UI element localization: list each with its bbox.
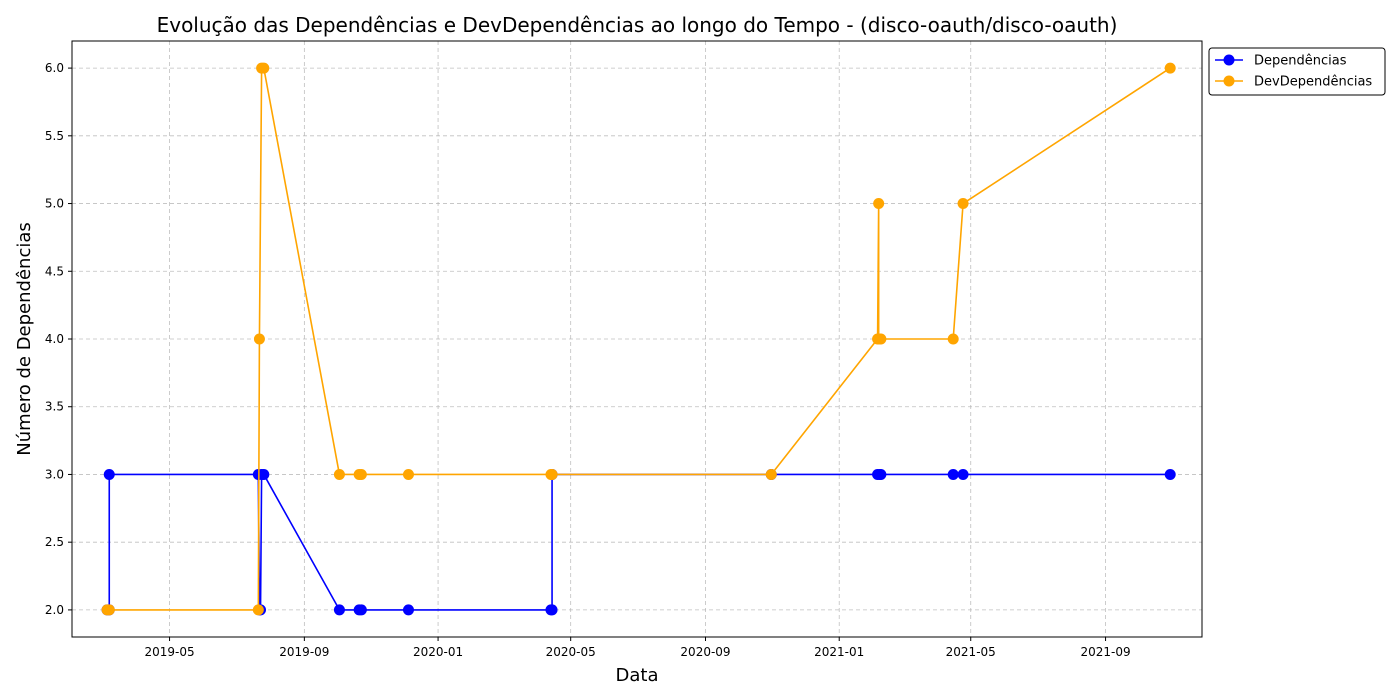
y-tick-label: 4.5 xyxy=(45,264,64,278)
series-1-point xyxy=(103,468,115,480)
series-1-point xyxy=(1164,468,1176,480)
x-tick-label: 2021-01 xyxy=(814,645,864,659)
series-1-point xyxy=(333,604,345,616)
series-2-point xyxy=(765,468,777,480)
series-2-point xyxy=(252,604,264,616)
legend: Dependências DevDependências xyxy=(1208,47,1386,96)
y-axis-label: Número de Dependências xyxy=(14,222,35,456)
series-1-point xyxy=(355,604,367,616)
legend-item-1-label: Dependências xyxy=(1254,54,1347,69)
series-layer xyxy=(101,62,1176,616)
legend-item-1-marker xyxy=(1223,54,1235,66)
x-tick-label: 2020-05 xyxy=(546,645,596,659)
series-2-point xyxy=(355,468,367,480)
series-1-point xyxy=(957,468,969,480)
chart-title: Evolução das Dependências e DevDependênc… xyxy=(157,13,1118,37)
x-tick-label: 2021-05 xyxy=(946,645,996,659)
series-2-group xyxy=(101,62,1176,616)
legend-item-2-marker xyxy=(1223,75,1235,87)
y-tick-label: 4.0 xyxy=(45,332,64,346)
y-tick-label: 5.0 xyxy=(45,197,64,211)
y-tick-label: 2.0 xyxy=(45,603,64,617)
series-2-point xyxy=(957,198,969,210)
y-tick-label: 3.5 xyxy=(45,400,64,414)
x-tick-label: 2019-09 xyxy=(279,645,329,659)
legend-item-1: Dependências xyxy=(1215,54,1347,69)
series-2-point xyxy=(103,604,115,616)
series-1-point xyxy=(402,604,414,616)
series-2-point xyxy=(546,468,558,480)
series-2-point xyxy=(947,333,959,345)
legend-item-2-label: DevDependências xyxy=(1254,75,1372,90)
grid xyxy=(72,41,1202,637)
series-2-point xyxy=(333,468,345,480)
series-2-point xyxy=(253,333,265,345)
x-tick-label: 2020-09 xyxy=(680,645,730,659)
x-tick-label: 2019-05 xyxy=(144,645,194,659)
y-tick-label: 2.5 xyxy=(45,535,64,549)
series-2-point xyxy=(1164,62,1176,74)
series-2-point xyxy=(258,62,270,74)
x-axis-label: Data xyxy=(616,665,659,686)
y-tick-label: 5.5 xyxy=(45,129,64,143)
x-tick-label: 2021-09 xyxy=(1080,645,1130,659)
series-2-point xyxy=(875,333,887,345)
y-tick-label: 3.0 xyxy=(45,467,64,481)
series-1-point xyxy=(546,604,558,616)
series-2-point xyxy=(873,198,885,210)
axis-ticks: 2019-05 2019-09 2020-01 2020-05 2020-09 2021-… xyxy=(45,61,1131,659)
y-tick-label: 6.0 xyxy=(45,61,64,75)
series-1-point xyxy=(875,468,887,480)
x-tick-label: 2020-01 xyxy=(413,645,463,659)
legend-box xyxy=(1208,47,1386,96)
series-1-point xyxy=(947,468,959,480)
legend-item-2: DevDependências xyxy=(1215,75,1372,90)
series-1-point xyxy=(258,468,270,480)
series-2-point xyxy=(402,468,414,480)
